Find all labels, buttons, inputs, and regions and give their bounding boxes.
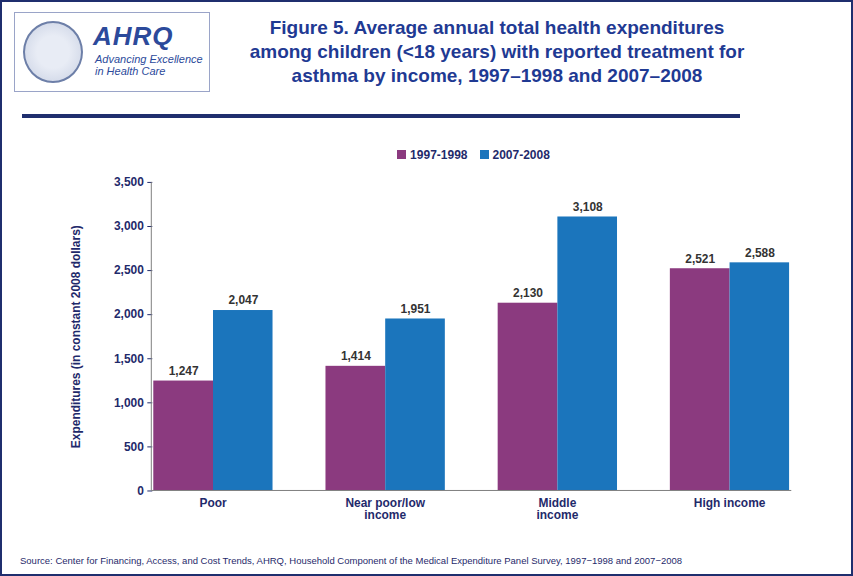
svg-text:0: 0 [137, 484, 144, 498]
svg-text:Near poor/lowincome: Near poor/lowincome [345, 496, 425, 522]
svg-text:Poor: Poor [199, 496, 227, 510]
svg-text:2,047: 2,047 [228, 293, 258, 307]
html-text:Source: Center for Financing,: Source: Center for Financing, Access, an… [20, 555, 683, 566]
html-text:AHRQ: AHRQ [93, 21, 174, 51]
svg-text:3,000: 3,000 [114, 219, 144, 233]
svg-text:1,247: 1,247 [169, 364, 199, 378]
html-text:Advancing Excellence in Health: Advancing Excellence in Health Care [95, 53, 203, 77]
svg-text:3,108: 3,108 [573, 200, 603, 214]
svg-text:1,951: 1,951 [401, 302, 431, 316]
svg-text:2,130: 2,130 [513, 286, 543, 300]
svg-text:1,500: 1,500 [114, 352, 144, 366]
html-text:2007-2008: 2007-2008 [492, 148, 550, 162]
svg-text:2,000: 2,000 [114, 307, 144, 321]
svg-text:2,521: 2,521 [685, 252, 715, 266]
svg-text:1,414: 1,414 [341, 349, 371, 363]
html-text:1997-1998: 1997-1998 [410, 148, 468, 162]
svg-text:2,500: 2,500 [114, 263, 144, 277]
svg-text:Middleincome: Middleincome [536, 496, 578, 522]
svg-text:1,000: 1,000 [114, 396, 144, 410]
svg-text:2,588: 2,588 [745, 246, 775, 260]
svg-text:Expenditures (in constant 2008: Expenditures (in constant 2008 dollars) [69, 225, 83, 448]
html-text:Figure 5. Average annual total: Figure 5. Average annual total health ex… [249, 17, 745, 86]
svg-text:3,500: 3,500 [114, 175, 144, 189]
svg-text:500: 500 [124, 440, 144, 454]
svg-text:High income: High income [694, 496, 766, 510]
